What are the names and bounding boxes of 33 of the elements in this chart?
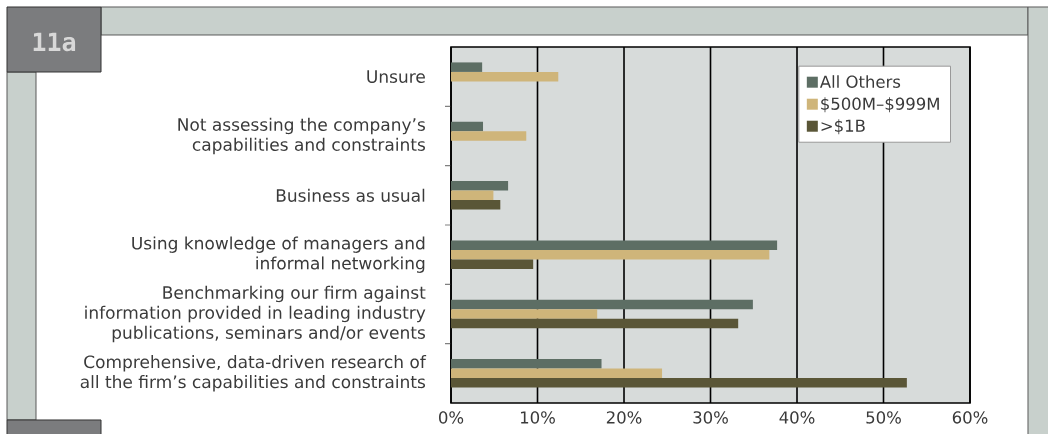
y-tick-label: Comprehensive, data-driven research of all the firm’s capabilities and constraints [80, 355, 427, 392]
x-tick-label: 20% [606, 411, 642, 424]
bar [451, 131, 527, 141]
x-tick-label: 60% [952, 411, 988, 424]
legend-label: $500M–$999M [821, 97, 939, 113]
bar [451, 249, 770, 260]
bar [451, 368, 663, 379]
legend-label: All Others [819, 75, 901, 88]
x-tick-label: 0% [439, 411, 464, 424]
bar [451, 299, 753, 310]
bar [451, 378, 907, 388]
bar [451, 190, 494, 201]
bar [451, 318, 739, 329]
bar [451, 259, 534, 269]
bar [451, 71, 559, 82]
x-tick-label: 30% [693, 411, 728, 424]
x-tick-label: 50% [866, 411, 901, 424]
y-tick-label: Not assessing the company’s capabilities and constraints [178, 117, 426, 155]
bar [451, 62, 483, 72]
bar [451, 200, 501, 210]
bar [451, 240, 778, 250]
text: 11a [33, 32, 76, 52]
x-tick-label: 40% [779, 411, 815, 424]
bar [451, 359, 602, 369]
x-tick-label: 10% [520, 411, 555, 424]
bar [451, 181, 509, 191]
y-tick-label: Unsure [367, 70, 425, 83]
y-tick-label: Using knowledge of managers and informal networking [132, 236, 425, 273]
y-tick-label: Business as usual [276, 188, 425, 202]
bar [451, 121, 484, 132]
bar [451, 309, 598, 319]
y-tick-label: Benchmarking our firm against information provided in leading industry publications, seminars and/or events [85, 285, 426, 343]
legend-label: >$1B [821, 119, 865, 135]
